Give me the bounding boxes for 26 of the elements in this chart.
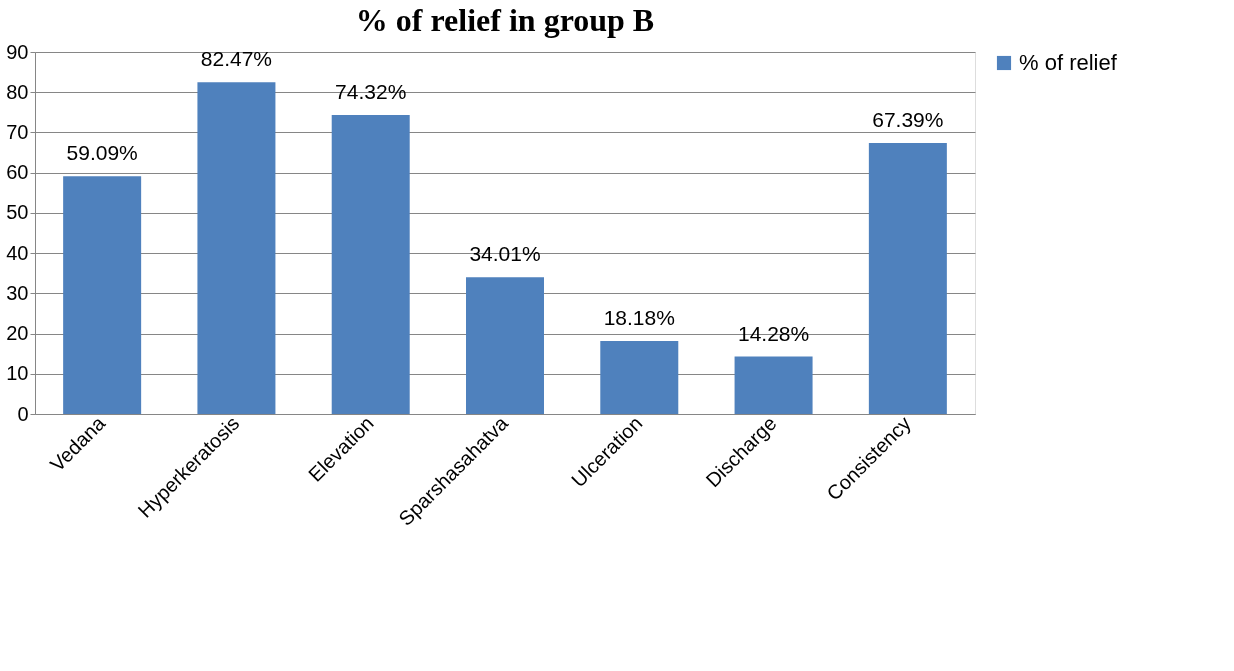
data-label: 14.28% xyxy=(737,321,810,345)
chart-title: % of relief in group B xyxy=(355,2,655,38)
data-label: 67.39% xyxy=(872,107,944,131)
y-tick-label: 0 xyxy=(17,402,29,425)
y-tick-label: 70 xyxy=(6,120,29,143)
y-tick-label: 90 xyxy=(6,40,29,63)
bar xyxy=(331,115,410,414)
bar xyxy=(734,356,813,414)
y-tick-label: 50 xyxy=(6,201,29,224)
y-tick-label: 20 xyxy=(6,322,29,345)
data-label: 34.01% xyxy=(469,242,541,266)
data-label: 59.09% xyxy=(66,141,138,165)
legend-label: % of relief xyxy=(1019,50,1118,75)
bar xyxy=(868,142,947,414)
bar xyxy=(466,277,544,414)
y-tick-label: 30 xyxy=(6,281,29,304)
bar xyxy=(600,340,679,414)
y-tick-label: 10 xyxy=(6,362,29,385)
y-tick-label: 40 xyxy=(6,241,29,264)
bar xyxy=(63,176,142,414)
y-tick-label: 60 xyxy=(6,161,29,184)
y-tick-label: 80 xyxy=(6,80,29,103)
data-label: 74.32% xyxy=(335,80,407,104)
data-label: 82.47% xyxy=(200,47,273,71)
bar xyxy=(197,82,276,414)
data-label: 18.18% xyxy=(603,305,675,329)
